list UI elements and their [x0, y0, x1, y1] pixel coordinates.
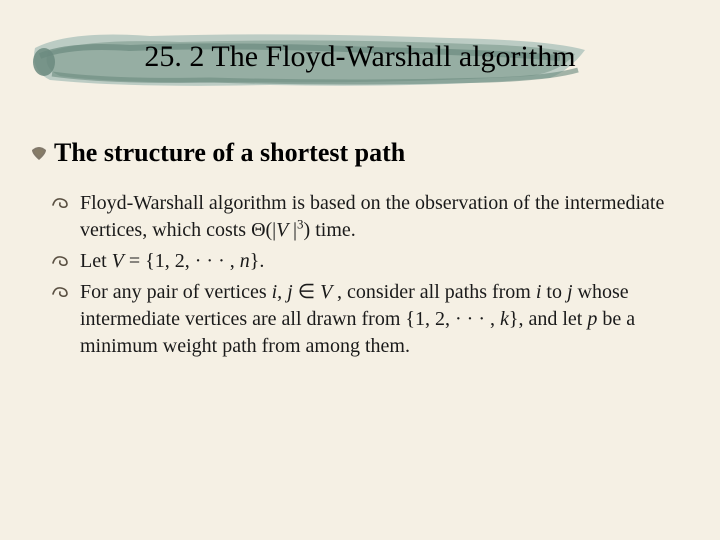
list-item: Let V = {1, 2, · · · , n}. — [80, 248, 670, 275]
heading-bullet-icon — [30, 144, 48, 162]
item-var: V — [320, 281, 337, 303]
item-var: k — [500, 308, 509, 330]
item-text: to — [541, 281, 567, 303]
page-title: 25. 2 The Floyd-Warshall algorithm — [0, 40, 720, 74]
item-var: V — [112, 250, 124, 272]
item-text: }. — [250, 250, 265, 272]
item-text: = {1, 2, · · · , — [124, 250, 240, 272]
item-text: }, and let — [509, 308, 587, 330]
item-var: V — [276, 219, 293, 241]
swirl-bullet-icon — [52, 196, 70, 210]
list-item: For any pair of vertices i, j ∈ V , cons… — [80, 279, 670, 360]
section-heading: The structure of a shortest path — [54, 138, 405, 168]
item-var: n — [240, 250, 250, 272]
section-heading-text: The structure of a shortest path — [54, 138, 405, 167]
item-text: Let — [80, 250, 112, 272]
item-text: ∈ — [293, 281, 320, 303]
item-var: i, j — [272, 281, 293, 303]
item-text: , consider all paths from — [337, 281, 536, 303]
swirl-bullet-icon — [52, 254, 70, 268]
swirl-bullet-icon — [52, 285, 70, 299]
item-text: For any pair of vertices — [80, 281, 272, 303]
item-text: ) time. — [304, 219, 356, 241]
content-list: Floyd-Warshall algorithm is based on the… — [80, 190, 670, 364]
item-var: p — [587, 308, 597, 330]
list-item: Floyd-Warshall algorithm is based on the… — [80, 190, 670, 244]
item-text: Floyd-Warshall algorithm is based on the… — [80, 192, 664, 241]
